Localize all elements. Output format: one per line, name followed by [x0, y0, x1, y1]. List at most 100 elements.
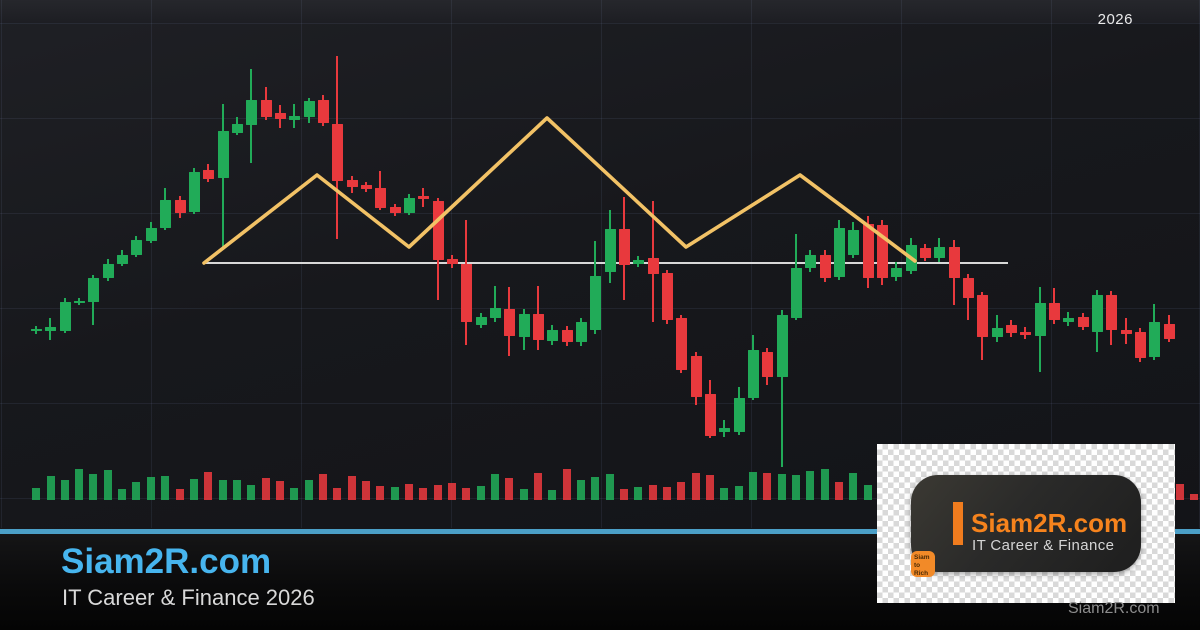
volume-bar — [849, 473, 857, 500]
candle-body — [863, 224, 874, 278]
volume-bar — [1176, 484, 1184, 500]
volume-bar — [491, 474, 499, 500]
candle-body — [45, 327, 56, 331]
vertical-gridline — [601, 0, 602, 528]
candle-body — [1063, 318, 1074, 322]
candle-body — [275, 113, 286, 119]
candle-body — [891, 268, 902, 277]
candle-body — [318, 100, 329, 123]
candle-body — [418, 196, 429, 199]
volume-bar — [434, 485, 442, 500]
siam-to-rich-badge: Siam to Rich — [911, 551, 935, 577]
candle-body — [705, 394, 716, 436]
candle-body — [504, 309, 515, 336]
volume-bar — [132, 482, 140, 500]
candle-body — [1078, 317, 1089, 327]
volume-bar — [462, 488, 470, 500]
candle-body — [576, 322, 587, 342]
candle-body — [261, 100, 272, 117]
candle-body — [748, 350, 759, 398]
candle-body — [676, 318, 687, 370]
chart-top-band — [0, 0, 1200, 23]
vertical-gridline — [301, 0, 302, 528]
candle-body — [533, 314, 544, 340]
volume-bar — [477, 486, 485, 500]
candle-body — [361, 185, 372, 189]
candle-body — [547, 330, 558, 341]
volume-bar — [520, 489, 528, 500]
candle-body — [1006, 325, 1017, 333]
horizontal-gridline — [0, 403, 1200, 404]
candle-body — [605, 229, 616, 272]
candle-body — [619, 229, 630, 265]
brand-title: Siam2R.com — [61, 542, 272, 581]
logo-brand-text: Siam2R.com — [971, 508, 1128, 538]
candle-body — [1092, 295, 1103, 332]
volume-bar — [405, 484, 413, 500]
volume-bar — [104, 470, 112, 500]
candle-body — [1135, 332, 1146, 358]
volume-bar — [591, 477, 599, 500]
candle-body — [791, 268, 802, 318]
vertical-gridline — [1, 0, 2, 528]
volume-bar — [649, 485, 657, 500]
candle-body — [347, 180, 358, 187]
volume-bar — [290, 488, 298, 500]
candle-body — [1035, 303, 1046, 336]
volume-bar — [333, 488, 341, 500]
candle-body — [562, 330, 573, 342]
candle-body — [218, 131, 229, 178]
volume-bar — [233, 480, 241, 500]
volume-bar — [720, 488, 728, 500]
candle-body — [390, 207, 401, 213]
volume-bar — [348, 476, 356, 500]
candle-body — [117, 255, 128, 264]
candle-body — [447, 259, 458, 264]
volume-bar — [147, 477, 155, 500]
candle-body — [977, 295, 988, 337]
candle-body — [648, 258, 659, 274]
vertical-gridline — [751, 0, 752, 528]
volume-bar — [319, 474, 327, 500]
candle-body — [1106, 295, 1117, 330]
candle-body — [992, 328, 1003, 337]
candle-body — [289, 116, 300, 120]
logo-accent-bar — [953, 502, 963, 545]
volume-bar — [620, 489, 628, 500]
candle-body — [232, 124, 243, 133]
volume-bar — [634, 487, 642, 500]
watermark-text: Siam2R.com — [1068, 600, 1160, 617]
candle-body — [131, 240, 142, 255]
volume-bar — [577, 480, 585, 500]
candle-body — [691, 356, 702, 397]
candle-wick — [781, 310, 783, 467]
volume-bar — [204, 472, 212, 500]
candle-body — [934, 247, 945, 258]
year-label: 2026 — [1097, 11, 1133, 28]
volume-bar — [276, 481, 284, 500]
volume-bar — [563, 469, 571, 500]
horizontal-gridline — [0, 118, 1200, 119]
horizontal-gridline — [0, 23, 1200, 24]
candle-body — [160, 200, 171, 228]
volume-bar — [118, 489, 126, 500]
logo-tagline-text: IT Career & Finance — [972, 537, 1115, 554]
volume-bar — [190, 479, 198, 500]
volume-bar — [864, 485, 872, 500]
volume-bar — [61, 480, 69, 500]
candle-body — [949, 247, 960, 278]
candle-body — [60, 302, 71, 331]
candle-body — [246, 100, 257, 125]
candle-body — [820, 255, 831, 278]
volume-bar — [835, 482, 843, 500]
volume-bar — [376, 486, 384, 500]
volume-bar — [735, 486, 743, 500]
candle-body — [332, 124, 343, 181]
volume-bar — [763, 473, 771, 500]
horizontal-gridline — [0, 498, 1200, 499]
volume-bar — [419, 488, 427, 500]
candle-body — [877, 225, 888, 278]
volume-bar — [75, 469, 83, 500]
volume-bar — [778, 474, 786, 500]
